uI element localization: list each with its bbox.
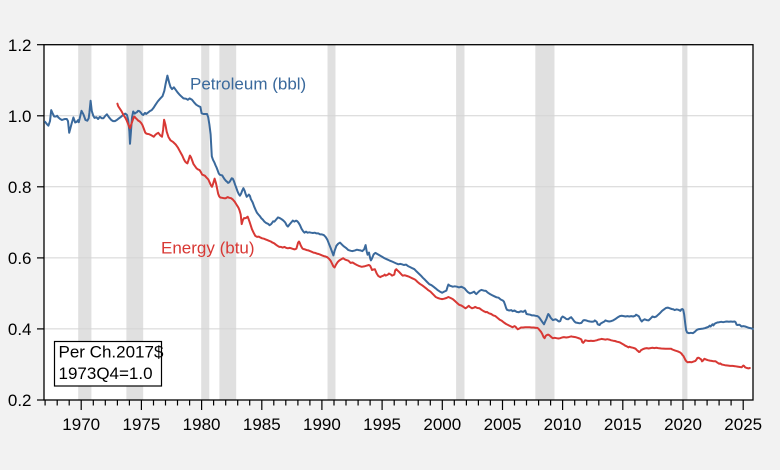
svg-text:1985: 1985 bbox=[243, 415, 281, 434]
svg-text:0.6: 0.6 bbox=[8, 249, 32, 268]
svg-text:1975: 1975 bbox=[122, 415, 160, 434]
svg-text:2020: 2020 bbox=[664, 415, 702, 434]
svg-text:1973Q4=1.0: 1973Q4=1.0 bbox=[59, 364, 153, 383]
svg-text:1970: 1970 bbox=[62, 415, 100, 434]
svg-text:0.2: 0.2 bbox=[8, 391, 32, 410]
svg-text:1990: 1990 bbox=[303, 415, 341, 434]
svg-text:Per Ch.2017$: Per Ch.2017$ bbox=[59, 343, 164, 362]
svg-text:0.8: 0.8 bbox=[8, 178, 32, 197]
svg-text:2010: 2010 bbox=[544, 415, 582, 434]
svg-text:2025: 2025 bbox=[724, 415, 762, 434]
svg-text:1980: 1980 bbox=[183, 415, 221, 434]
svg-text:1.0: 1.0 bbox=[8, 107, 32, 126]
svg-text:1995: 1995 bbox=[363, 415, 401, 434]
svg-text:1.2: 1.2 bbox=[8, 36, 32, 55]
svg-text:0.4: 0.4 bbox=[8, 320, 32, 339]
svg-text:2005: 2005 bbox=[484, 415, 522, 434]
svg-text:2000: 2000 bbox=[423, 415, 461, 434]
svg-text:Energy (btu): Energy (btu) bbox=[161, 239, 255, 258]
svg-text:2015: 2015 bbox=[604, 415, 642, 434]
svg-text:Petroleum (bbl): Petroleum (bbl) bbox=[190, 75, 306, 94]
